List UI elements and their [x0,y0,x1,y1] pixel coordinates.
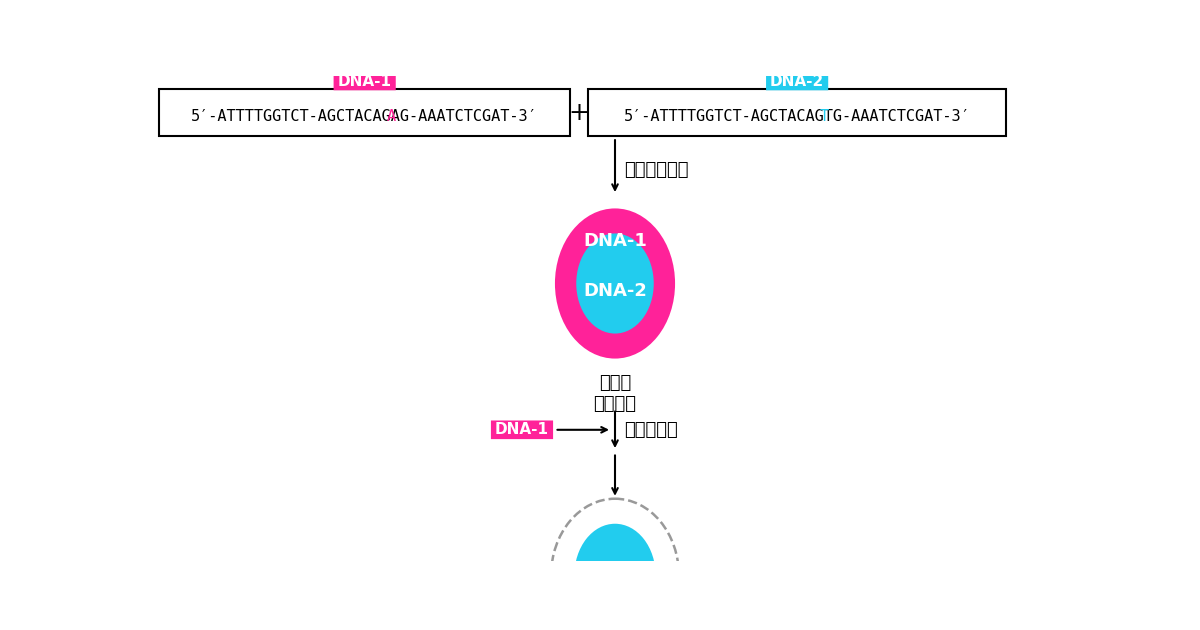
Ellipse shape [576,234,654,333]
Text: 5′-ATTTTGGTCT-AGCTACAGAG-AAATCTCGAT-3′: 5′-ATTTTGGTCT-AGCTACAGAG-AAATCTCGAT-3′ [191,109,538,124]
Text: DNA-2: DNA-2 [583,575,647,592]
Text: A: A [386,109,396,124]
Ellipse shape [575,524,655,627]
Ellipse shape [551,499,679,630]
Text: 5′-ATTTTGGTCT-AGCTACAGTG-AAATCTCGAT-3′: 5′-ATTTTGGTCT-AGCTACAGTG-AAATCTCGAT-3′ [624,109,971,124]
Text: +: + [569,101,589,125]
FancyBboxPatch shape [712,566,781,586]
Text: DNA-1: DNA-1 [337,74,391,89]
Text: DNA-1: DNA-1 [496,422,550,437]
Text: 同心円状分離: 同心円状分離 [624,161,689,179]
Bar [160,89,570,135]
FancyBboxPatch shape [766,73,828,90]
Text: 選択的抗出: 選択的抗出 [624,421,678,439]
Text: DNA-2: DNA-2 [583,282,647,301]
Text: DNA-2: DNA-2 [720,568,774,583]
FancyBboxPatch shape [491,420,553,439]
Bar [588,89,1007,135]
Text: DNA-2: DNA-2 [770,74,824,89]
FancyBboxPatch shape [334,73,396,90]
Text: 同心円
パターン: 同心円 パターン [594,374,636,413]
Text: DNA-1: DNA-1 [583,232,647,250]
Text: T: T [820,109,828,124]
Ellipse shape [554,209,676,358]
